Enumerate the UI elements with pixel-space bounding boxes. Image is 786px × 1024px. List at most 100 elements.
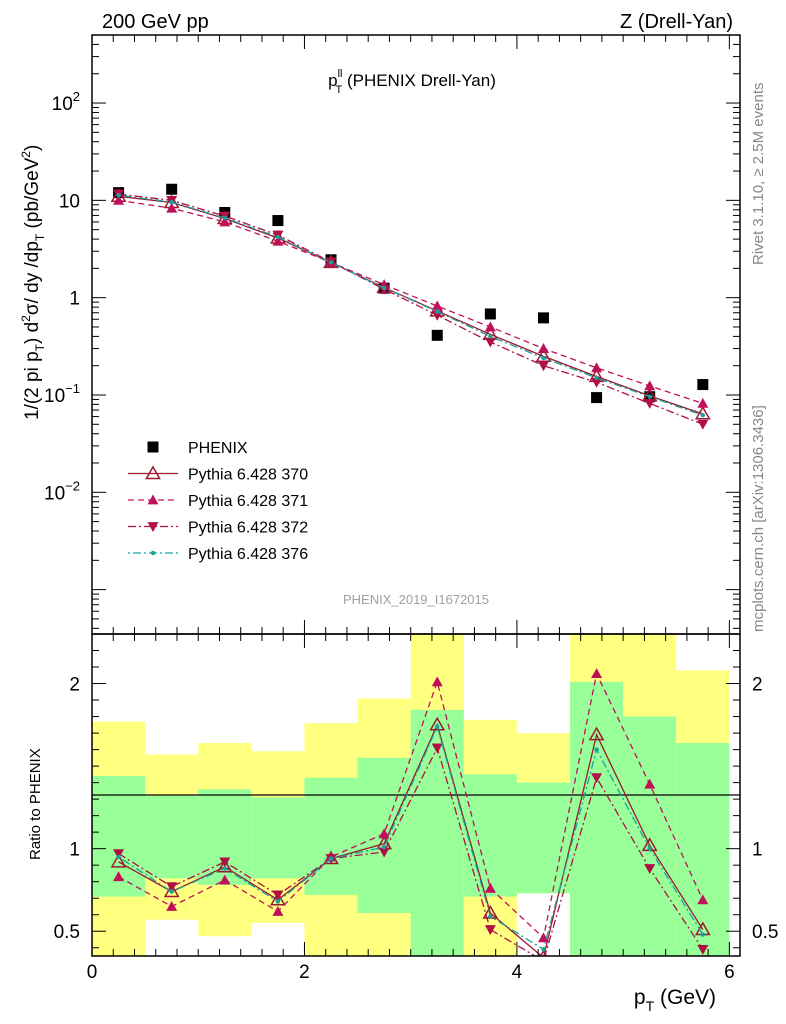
ratio-point-s376 (700, 932, 706, 937)
band-inner-bin (251, 797, 305, 879)
ratio-line-s372 (118, 746, 704, 956)
main-plot-frame (91, 34, 741, 635)
ratio-point-s372 (484, 925, 496, 936)
ylabel-part-2: ) d (22, 322, 43, 344)
ratio-point-s376 (541, 947, 546, 952)
ratio-point-s370 (429, 716, 446, 731)
main-line-s371 (118, 199, 704, 404)
ratio-point-s376 (647, 846, 652, 851)
x-tick-label: 0 (87, 962, 98, 983)
ratio-point-s372 (113, 849, 125, 860)
main-series-layer (110, 183, 711, 430)
legend: PHENIX Pythia 6.428 370 Pythia 6.428 371 Py… (128, 440, 308, 563)
ratio-point-s371 (431, 676, 443, 687)
ratio-point-s370 (588, 726, 605, 741)
ylabel-part-3: σ/ dy /dp (22, 241, 43, 315)
ratio-point-s376 (328, 856, 334, 861)
main-point-data (272, 215, 284, 227)
ratio-point-s371 (537, 932, 549, 943)
tick-exponent: −2 (65, 478, 80, 493)
ratio-point-s371 (484, 882, 496, 893)
ylabel-sup-2: 2 (19, 151, 33, 158)
ratio-point-s372 (272, 890, 284, 901)
legend-label-s370: Pythia 6.428 370 (188, 467, 308, 484)
ratio-point-s376 (222, 866, 227, 871)
main-point-s376 (381, 285, 387, 291)
ratio-point-s372 (378, 847, 390, 858)
ratio-point-s371 (272, 905, 284, 916)
main-point-s376 (275, 234, 281, 240)
main-point-s370 (694, 405, 711, 420)
band-inner-bin (676, 742, 730, 956)
ratio-point-s370 (110, 853, 127, 868)
plot-title-main: p (328, 71, 337, 90)
main-series-s370 (110, 188, 711, 420)
xlabel-main: p (634, 986, 646, 1009)
main-point-s371 (537, 343, 549, 353)
main-point-s376 (435, 309, 440, 314)
ratio-y-tick-label: 1 (69, 840, 80, 861)
main-point-s371 (113, 194, 125, 205)
ratio-point-s376 (488, 914, 493, 919)
main-series-s372 (113, 189, 709, 430)
legend-marker-s371 (147, 494, 159, 505)
ylabel-sub-1: T (33, 343, 47, 351)
band-inner-bin (623, 716, 677, 956)
ratio-y-tick-label-right: 1 (752, 840, 763, 861)
main-y-tick-label: 102 (52, 89, 80, 115)
ratio-point-s370 (216, 858, 233, 873)
ratio-point-s376 (435, 724, 440, 729)
main-point-s376 (169, 199, 174, 205)
tick-base: 10 (44, 386, 65, 407)
plot-title: pll T (PHENIX Drell-Yan) (328, 68, 496, 96)
legend-marker-data (147, 441, 159, 453)
main-point-s376 (647, 394, 652, 399)
main-point-s376 (541, 355, 546, 361)
ratio-point-s372 (431, 743, 443, 754)
xlabel-rest: (GeV) (654, 986, 716, 1009)
main-point-s376 (328, 260, 334, 265)
main-point-data (166, 183, 178, 195)
ratio-y-axis-label: Ratio to PHENIX (27, 748, 44, 860)
ylabel-part-5: ) (22, 145, 43, 151)
main-point-s372 (644, 398, 656, 409)
x-tick-label: 6 (724, 962, 735, 983)
x-tick-label: 2 (299, 962, 310, 983)
main-point-s371 (644, 380, 656, 391)
header-left: 200 GeV pp (102, 11, 209, 33)
ratio-line-s370 (118, 722, 704, 956)
ratio-y-tick-label-right: 0.5 (752, 922, 778, 943)
main-point-s371 (272, 235, 284, 246)
main-point-s371 (591, 362, 603, 373)
tick-exponent: 2 (73, 89, 80, 104)
ylabel-part-4: (pb/GeV (22, 157, 43, 233)
main-series-s371 (113, 194, 709, 408)
band-inner-bin (463, 774, 517, 897)
ratio-point-s371 (644, 778, 656, 789)
legend-label-data: PHENIX (188, 440, 248, 457)
ratio-series-s371 (113, 668, 709, 943)
main-y-tick-label: 10−1 (44, 381, 80, 407)
main-point-s376 (700, 412, 706, 418)
legend-label-s376: Pythia 6.428 376 (188, 546, 308, 563)
main-point-data (431, 329, 443, 341)
main-point-s371 (166, 202, 178, 213)
ratio-point-s371 (697, 894, 709, 905)
main-point-s370 (535, 348, 552, 362)
ratio-point-s371 (378, 828, 390, 839)
ratio-point-s376 (116, 854, 121, 860)
legend-marker-s370 (145, 465, 161, 480)
ratio-series-layer (110, 668, 711, 956)
main-point-s372 (591, 377, 603, 388)
ratio-point-s372 (166, 882, 178, 893)
main-line-s372 (118, 193, 704, 425)
ratio-point-s372 (644, 864, 656, 874)
tick-base: 10 (44, 483, 65, 504)
header-right: Z (Drell-Yan) (620, 11, 733, 33)
main-point-s376 (594, 375, 599, 381)
plot-title-sup: ll (338, 68, 343, 80)
ratio-series-s376 (116, 724, 706, 952)
legend-marker-s372 (147, 522, 159, 532)
